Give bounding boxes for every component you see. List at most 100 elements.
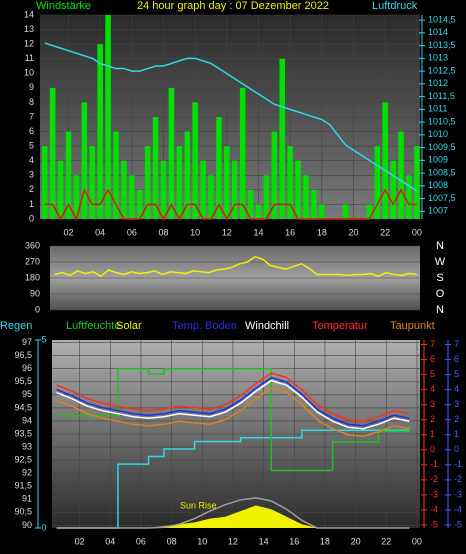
bar: [73, 175, 80, 219]
x-tick-label: 08: [167, 536, 177, 546]
x-tick-label: 02: [75, 536, 85, 546]
y-tick-label: -2: [430, 474, 438, 484]
y-tick-label: 1013: [428, 53, 448, 63]
bar: [184, 131, 191, 219]
legend-entry: Temp. Boden: [172, 320, 237, 332]
compass-label: S: [436, 272, 443, 284]
bar: [390, 160, 396, 219]
y-tick-label: 7: [29, 111, 34, 121]
bar: [247, 189, 254, 219]
compass-label: W: [435, 256, 446, 268]
series-line: [54, 255, 418, 278]
series-line: [56, 376, 410, 427]
y-tick-label: 7: [454, 339, 459, 349]
y-tick-label: 6: [29, 126, 34, 136]
y-tick-label: 0: [41, 522, 46, 532]
y-tick-label: 1014,5: [428, 14, 456, 24]
y-tick-label: 0: [29, 213, 34, 223]
legend-entry: Windchill: [245, 320, 289, 332]
y-tick-label: 1: [430, 429, 435, 439]
bar: [366, 204, 373, 219]
y-tick-label: 93,5: [14, 428, 32, 438]
bar: [57, 160, 64, 219]
compass-label: N: [436, 304, 444, 316]
series-area: [56, 505, 410, 528]
y-tick-label: 12: [24, 39, 34, 49]
series-line: [56, 387, 410, 438]
bar: [406, 175, 412, 219]
x-tick-label: 04: [95, 227, 105, 237]
y-tick-label: 1: [454, 429, 459, 439]
y-tick-label: 6: [454, 354, 459, 364]
y-tick-label: 96: [22, 363, 32, 373]
y-tick-label: 1009: [428, 155, 448, 165]
axis-title: Luftdruck: [372, 0, 418, 12]
y-tick-label: 9: [29, 82, 34, 92]
y-tick-label: -5: [454, 519, 462, 529]
y-tick-label: 0: [454, 444, 459, 454]
x-tick-label: 16: [285, 227, 295, 237]
annotation: Sun Rise: [180, 500, 217, 510]
x-tick-label: 02: [63, 227, 73, 237]
legend-entry: Taupunkt: [390, 320, 435, 332]
bar: [152, 117, 159, 219]
y-tick-label: 11: [25, 53, 34, 63]
series-step: [56, 367, 411, 472]
bar: [105, 15, 111, 219]
bar: [81, 102, 88, 219]
y-tick-label: 10: [24, 68, 34, 78]
bar: [176, 146, 183, 219]
bar: [303, 175, 309, 219]
bar: [319, 204, 325, 219]
x-tick-label: 18: [320, 536, 330, 546]
y-tick-label: 13: [24, 24, 34, 34]
x-tick-label: 10: [190, 227, 200, 237]
y-tick-label: 1012: [428, 78, 448, 88]
series-line: [56, 372, 410, 422]
y-tick-label: -4: [454, 504, 462, 514]
y-tick-label: 92,5: [14, 454, 32, 464]
bar: [239, 87, 246, 219]
compass-label: N: [436, 240, 444, 252]
bar: [287, 146, 293, 219]
series-line: [56, 379, 410, 430]
bar: [342, 204, 349, 219]
y-tick-label: 96,5: [14, 350, 32, 360]
legend-entry: Temperatur: [312, 320, 368, 332]
bar: [271, 131, 278, 219]
y-tick-label: 94: [22, 415, 32, 425]
y-tick-label: -4: [430, 504, 438, 514]
series-line: [44, 187, 417, 222]
bar: [129, 175, 135, 219]
bar: [311, 189, 317, 219]
y-tick-label: 7: [430, 339, 435, 349]
y-tick-label: 1010: [428, 129, 448, 139]
y-tick-label: 3: [430, 399, 435, 409]
bar: [382, 102, 388, 219]
x-tick-label: 10: [197, 536, 207, 546]
y-tick-label: 8: [29, 97, 34, 107]
y-tick-label: 4: [29, 155, 34, 165]
bar: [208, 175, 214, 219]
bar: [160, 160, 167, 219]
bar: [97, 44, 103, 220]
y-tick-label: 180: [25, 272, 40, 282]
x-tick-label: 12: [222, 227, 232, 237]
y-tick-label: 360: [25, 240, 40, 250]
y-tick-label: 1011,5: [428, 91, 455, 101]
bar: [295, 160, 301, 219]
y-tick-label: -2: [454, 474, 462, 484]
series-line: [56, 497, 410, 529]
y-tick-label: -1: [430, 459, 438, 469]
y-tick-label: 1014: [428, 27, 448, 37]
y-tick-label: 95,5: [14, 376, 32, 386]
y-tick-label: 270: [25, 256, 40, 266]
y-tick-label: 1011: [428, 104, 447, 114]
y-tick-label: 92: [22, 468, 32, 478]
bar: [398, 131, 404, 219]
y-tick-label: 5: [41, 334, 46, 344]
y-tick-label: -3: [454, 489, 462, 499]
y-tick-label: 91: [22, 494, 32, 504]
x-tick-label: 16: [289, 536, 299, 546]
